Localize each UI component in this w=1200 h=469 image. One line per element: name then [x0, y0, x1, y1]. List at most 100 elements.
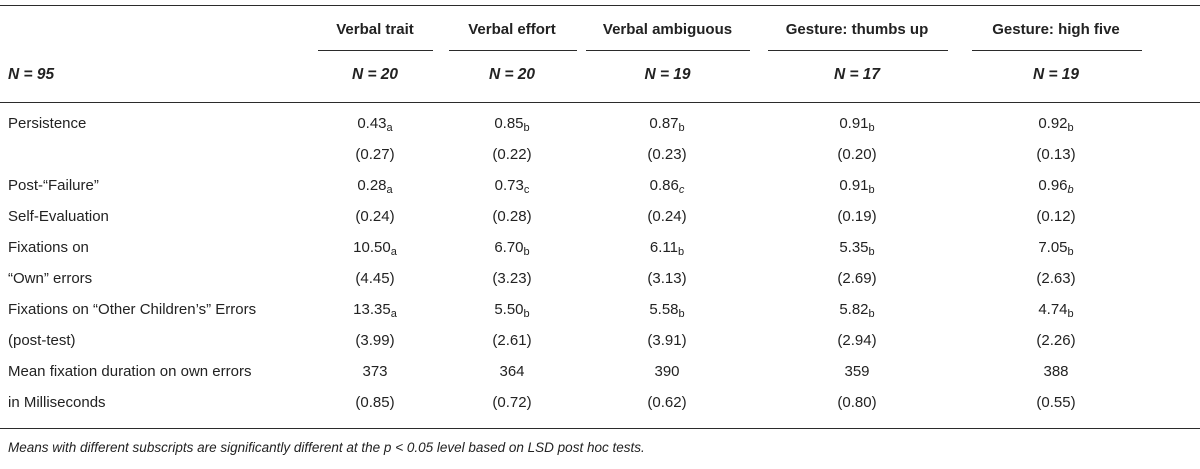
cell-value: (0.19): [837, 208, 876, 225]
cell-value: 390: [654, 363, 679, 380]
table-cell: (3.13): [597, 270, 737, 287]
significance-subscript: b: [679, 308, 685, 320]
table-cell: 0.91b: [787, 115, 927, 132]
cell-value: 7.05: [1038, 239, 1067, 256]
cell-value: (2.63): [1036, 270, 1075, 287]
cell-value: 0.96: [1038, 177, 1067, 194]
table-cell: 388: [986, 363, 1126, 380]
table-cell: (2.94): [787, 332, 927, 349]
table-cell: (0.22): [442, 146, 582, 163]
table-cell: 5.58b: [597, 301, 737, 318]
significance-subscript: b: [869, 308, 875, 320]
cell-value: (4.45): [355, 270, 394, 287]
table-cell: (3.23): [442, 270, 582, 287]
cell-value: (0.85): [355, 394, 394, 411]
table-cell: 10.50a: [305, 239, 445, 256]
cell-value: 13.35: [353, 301, 391, 318]
cell-value: 0.73: [495, 177, 524, 194]
table-cell: (2.61): [442, 332, 582, 349]
table-cell: (0.13): [986, 146, 1126, 163]
significance-subscript: a: [391, 308, 397, 320]
cell-value: (0.62): [647, 394, 686, 411]
table-cell: 7.05b: [986, 239, 1126, 256]
cell-value: (0.80): [837, 394, 876, 411]
cell-value: 6.11: [650, 239, 678, 256]
significance-subscript: b: [869, 246, 875, 258]
cell-value: (2.26): [1036, 332, 1075, 349]
table-cell: 0.73c: [442, 177, 582, 194]
cell-value: (0.55): [1036, 394, 1075, 411]
table-cell: (4.45): [305, 270, 445, 287]
column-header-verbal-trait: Verbal trait: [315, 21, 435, 38]
column-header-gesture-thumbs-up: Gesture: thumbs up: [766, 21, 948, 38]
column-n-verbal-ambiguous: N = 19: [585, 66, 750, 84]
cell-value: 0.28: [357, 177, 386, 194]
cell-value: 0.91: [839, 177, 868, 194]
column-underline: [972, 50, 1142, 51]
table-cell: 4.74b: [986, 301, 1126, 318]
column-underline: [768, 50, 948, 51]
significance-subscript: b: [1068, 308, 1074, 320]
cell-value: (0.13): [1036, 146, 1075, 163]
cell-value: (2.61): [492, 332, 531, 349]
column-n-gesture-thumbs-up: N = 17: [766, 66, 948, 84]
table-bottom-rule: [0, 428, 1200, 429]
table-cell: (0.55): [986, 394, 1126, 411]
row-label: in Milliseconds: [8, 394, 106, 411]
table-cell: 0.91b: [787, 177, 927, 194]
cell-value: 6.70: [494, 239, 523, 256]
table-top-rule: [0, 5, 1200, 6]
table-cell: 0.85b: [442, 115, 582, 132]
cell-value: 0.86: [650, 177, 679, 194]
significance-subscript: a: [387, 184, 393, 196]
cell-value: (0.23): [647, 146, 686, 163]
cell-value: (0.27): [355, 146, 394, 163]
table-cell: 13.35a: [305, 301, 445, 318]
table-cell: 6.70b: [442, 239, 582, 256]
column-n-gesture-high-five: N = 19: [970, 66, 1142, 84]
table-header-rule: [0, 102, 1200, 103]
cell-value: 359: [844, 363, 869, 380]
significance-subscript: a: [387, 122, 393, 134]
cell-value: 0.91: [839, 115, 868, 132]
table-cell: (3.99): [305, 332, 445, 349]
column-header-verbal-effort: Verbal effort: [447, 21, 577, 38]
column-n-verbal-trait: N = 20: [315, 66, 435, 84]
table-cell: (2.26): [986, 332, 1126, 349]
cell-value: 5.58: [649, 301, 678, 318]
cell-value: 5.35: [839, 239, 868, 256]
table-cell: (0.23): [597, 146, 737, 163]
cell-value: 5.82: [839, 301, 868, 318]
cell-value: (3.23): [492, 270, 531, 287]
row-label: Fixations on: [8, 239, 89, 256]
table-cell: 359: [787, 363, 927, 380]
table-cell: 0.96b: [986, 177, 1126, 194]
cell-value: (3.91): [647, 332, 686, 349]
cell-value: (0.12): [1036, 208, 1075, 225]
table-cell: (0.72): [442, 394, 582, 411]
significance-subscript: b: [1068, 246, 1074, 258]
cell-value: 364: [499, 363, 524, 380]
table-cell: (0.24): [597, 208, 737, 225]
significance-subscript: b: [869, 122, 875, 134]
significance-subscript: c: [524, 184, 530, 196]
table-cell: 0.87b: [597, 115, 737, 132]
cell-value: (0.28): [492, 208, 531, 225]
table-cell: 390: [597, 363, 737, 380]
column-header-gesture-high-five: Gesture: high five: [970, 21, 1142, 38]
table-cell: (0.80): [787, 394, 927, 411]
cell-value: 373: [362, 363, 387, 380]
row-label: (post-test): [8, 332, 76, 349]
cell-value: 0.92: [1038, 115, 1067, 132]
cell-value: (0.24): [355, 208, 394, 225]
table-cell: (0.62): [597, 394, 737, 411]
column-underline: [586, 50, 750, 51]
cell-value: 0.85: [494, 115, 523, 132]
column-header-verbal-ambiguous: Verbal ambiguous: [585, 21, 750, 38]
row-label: “Own” errors: [8, 270, 92, 287]
cell-value: (0.24): [647, 208, 686, 225]
table-cell: (3.91): [597, 332, 737, 349]
cell-value: 10.50: [353, 239, 391, 256]
column-underline: [318, 50, 433, 51]
table-cell: 0.28a: [305, 177, 445, 194]
